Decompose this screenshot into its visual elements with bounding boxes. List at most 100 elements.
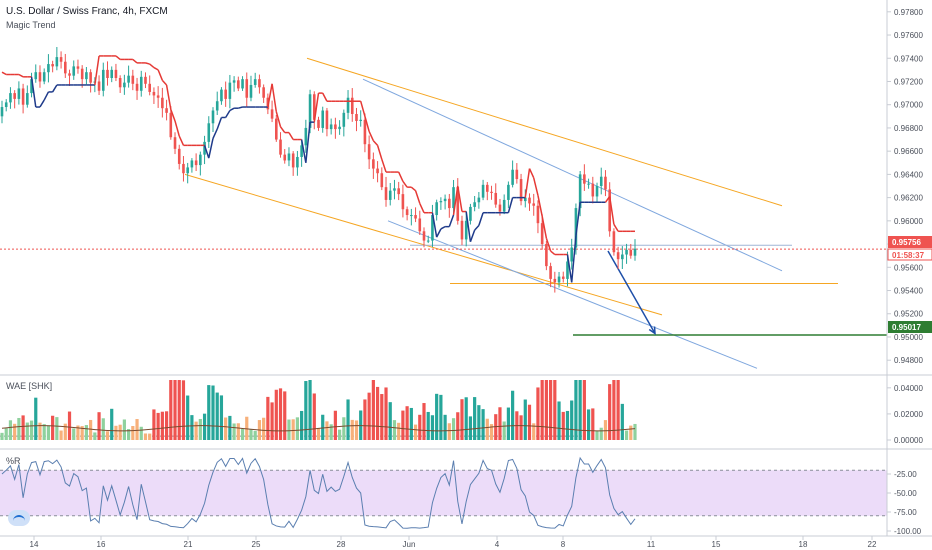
wae-bar bbox=[346, 399, 350, 440]
wae-bar bbox=[300, 410, 304, 440]
candle-body bbox=[414, 215, 417, 219]
candle-body bbox=[144, 76, 147, 84]
candle-body bbox=[190, 160, 194, 168]
wae-y-tick-label: 0.04000 bbox=[894, 384, 923, 393]
candle-body bbox=[591, 183, 595, 197]
candle-body bbox=[135, 83, 139, 91]
wae-bar bbox=[177, 380, 181, 440]
williams-r-band bbox=[0, 470, 887, 516]
price-pane[interactable] bbox=[0, 47, 887, 369]
magic-trend-segment bbox=[440, 225, 446, 230]
candle-body bbox=[270, 109, 274, 119]
y-tick-label: 0.95400 bbox=[894, 287, 923, 296]
candle-body bbox=[283, 154, 287, 161]
wae-bar bbox=[240, 428, 245, 440]
r-y-tick-label: -75.00 bbox=[894, 508, 917, 517]
x-tick-label: 15 bbox=[712, 540, 721, 549]
candle-body bbox=[148, 83, 151, 92]
wae-bar bbox=[80, 426, 84, 440]
wae-bar bbox=[338, 429, 342, 440]
candle-body bbox=[549, 266, 552, 279]
wae-bar bbox=[114, 425, 118, 440]
wae-bar bbox=[173, 380, 177, 440]
candle-body bbox=[156, 95, 160, 98]
wae-bar bbox=[624, 430, 629, 440]
tradingview-logo-icon[interactable] bbox=[8, 510, 30, 526]
magic-trend-segment bbox=[203, 145, 210, 159]
candle-body bbox=[587, 183, 590, 185]
wae-bar bbox=[498, 407, 502, 440]
candle-body bbox=[511, 169, 514, 185]
magic-trend-segment bbox=[368, 131, 375, 142]
wae-bar bbox=[316, 428, 321, 440]
wae-bar bbox=[481, 409, 485, 440]
williams-r-pane[interactable] bbox=[0, 456, 887, 529]
wae-bar bbox=[553, 380, 557, 440]
candle-body bbox=[312, 94, 316, 120]
wae-bar bbox=[93, 432, 97, 440]
candle-body bbox=[384, 187, 388, 200]
magic-trend-segment bbox=[149, 63, 155, 69]
wae-bar bbox=[616, 380, 620, 440]
magic-trend-segment bbox=[608, 196, 615, 225]
r-y-tick-label: -100.00 bbox=[894, 527, 922, 536]
wae-bar bbox=[253, 430, 257, 440]
wae-bar bbox=[34, 397, 38, 440]
candle-body bbox=[397, 188, 400, 195]
williams-r-line bbox=[1, 456, 636, 529]
wae-bar bbox=[152, 409, 156, 440]
x-tick-label: 21 bbox=[184, 540, 193, 549]
wae-label: WAE [SHK] bbox=[6, 381, 52, 391]
wae-bar bbox=[363, 399, 367, 440]
candle-body bbox=[540, 223, 544, 245]
wae-bar bbox=[131, 426, 135, 440]
candle-body bbox=[557, 276, 561, 283]
candle-body bbox=[245, 79, 249, 98]
candle-body bbox=[101, 69, 105, 91]
candle-body bbox=[545, 244, 548, 267]
magic-trend-segment bbox=[469, 229, 476, 242]
candle-body bbox=[291, 153, 295, 168]
wae-bar bbox=[89, 419, 93, 440]
countdown-tag: 01:58:37 bbox=[887, 248, 932, 261]
wae-bar bbox=[582, 380, 586, 440]
magic-trend-segment bbox=[545, 238, 552, 252]
candle-body bbox=[342, 112, 346, 127]
candle-body bbox=[515, 169, 519, 180]
x-tick-label: 11 bbox=[647, 540, 656, 549]
candle-body bbox=[435, 202, 438, 216]
wae-bar bbox=[135, 419, 139, 440]
candle-body bbox=[51, 64, 54, 67]
wae-bar bbox=[329, 424, 333, 440]
wae-bar bbox=[25, 422, 29, 440]
candle-body bbox=[110, 69, 114, 78]
magic-trend-segment bbox=[238, 106, 243, 109]
wae-bar bbox=[110, 408, 114, 440]
wae-bar bbox=[557, 401, 561, 440]
wae-bar bbox=[232, 423, 236, 440]
magic-trend-segment bbox=[566, 254, 573, 283]
candle-body bbox=[401, 194, 405, 210]
wae-bar bbox=[118, 424, 122, 440]
wae-bar bbox=[388, 402, 392, 440]
candle-body bbox=[64, 61, 67, 74]
y-tick-label: 0.96400 bbox=[894, 170, 923, 179]
candle-body bbox=[131, 75, 135, 84]
candle-body bbox=[194, 160, 198, 166]
candle-body bbox=[410, 215, 413, 217]
x-tick-label: 28 bbox=[337, 540, 346, 549]
wae-bar bbox=[198, 418, 202, 440]
wae-bar bbox=[371, 380, 375, 440]
candle-body bbox=[599, 176, 603, 186]
candle-body bbox=[9, 93, 12, 103]
wae-bar bbox=[274, 389, 278, 440]
wae-bar bbox=[380, 394, 384, 440]
candle-body bbox=[287, 153, 291, 161]
wae-bar bbox=[574, 380, 578, 440]
wae-bar bbox=[207, 385, 211, 440]
wae-pane[interactable] bbox=[0, 380, 637, 440]
y-tick-label: 0.97800 bbox=[894, 8, 923, 17]
wae-bar bbox=[447, 423, 451, 440]
